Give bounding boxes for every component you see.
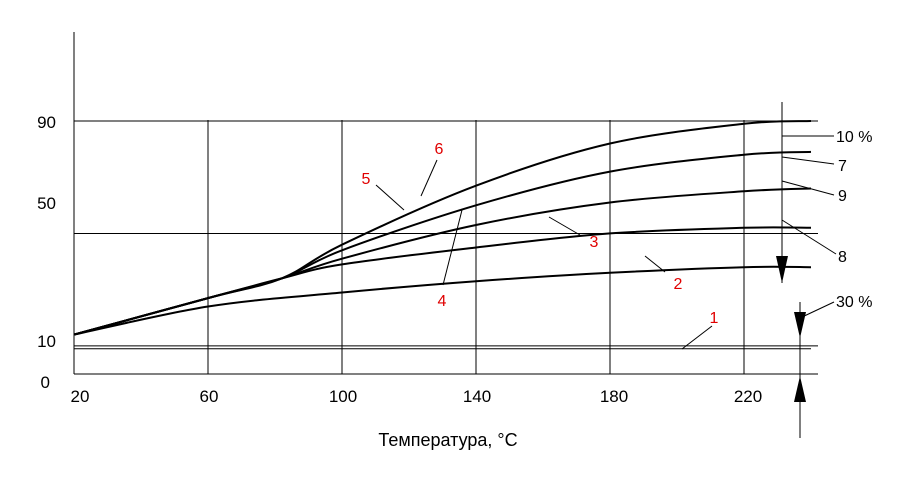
leader-line-4: [442, 209, 463, 286]
x-tick-label: 100: [329, 387, 357, 406]
series-line-4: [73, 187, 812, 336]
series-line-3: [73, 226, 812, 336]
y-tick-label: 50: [37, 194, 56, 213]
grid-layer: [73, 32, 818, 375]
x-tick-label: 60: [200, 387, 219, 406]
side-leader-7: [781, 156, 835, 165]
x-tick-label: 20: [71, 387, 90, 406]
side-label-30pct: 30 %: [836, 294, 872, 311]
leader-line-1: [681, 325, 713, 350]
scale-marker-arrow-lower-up: [794, 376, 806, 402]
leader-line-6: [420, 159, 438, 197]
x-tick-label: 140: [463, 387, 491, 406]
side-leader-30pct: [799, 301, 835, 319]
curve-label-6: 6: [435, 141, 444, 158]
series-line-2: [73, 265, 812, 336]
y-tick-label: 90: [37, 113, 56, 132]
y-tick-label: 0: [41, 373, 50, 392]
curve-label-1: 1: [710, 310, 719, 327]
curve-label-2: 2: [674, 276, 683, 293]
y-tick-label: 10: [37, 332, 56, 351]
leader-line-3: [548, 216, 581, 236]
side-label-9: 9: [838, 188, 847, 205]
leader-line-5: [375, 184, 405, 211]
side-label-7: 7: [838, 158, 847, 175]
x-axis-title: Температура, °C: [378, 430, 517, 450]
leader-line-2: [644, 255, 666, 273]
scale-marker-arrow-down: [776, 256, 788, 283]
curve-layer: [73, 120, 812, 350]
side-label-10pct: 10 %: [836, 129, 872, 146]
side-label-8: 8: [838, 249, 847, 266]
curve-label-4: 4: [438, 293, 447, 310]
text-layer: 90 50 10 0 20 60 100 140 180 220 Темпера…: [37, 113, 872, 450]
curve-label-3: 3: [590, 234, 599, 251]
x-tick-label: 220: [734, 387, 762, 406]
series-line-6: [73, 120, 812, 336]
side-leader-9: [781, 180, 835, 196]
annotation-layer: [375, 102, 837, 438]
side-leader-8: [781, 219, 837, 255]
x-tick-label: 180: [600, 387, 628, 406]
scale-marker-arrow-lower-down: [794, 312, 806, 338]
curve-label-5: 5: [362, 171, 371, 188]
